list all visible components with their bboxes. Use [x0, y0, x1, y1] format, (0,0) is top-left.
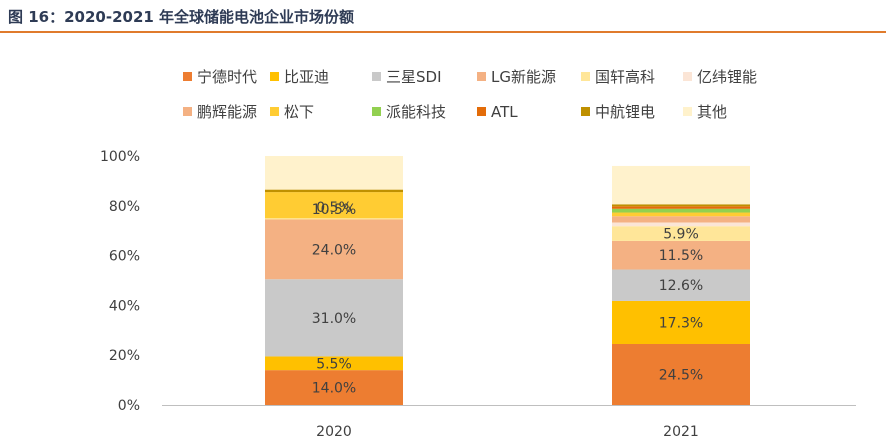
- legend-label-10: 中航锂电: [595, 103, 655, 121]
- bar-segment-2020-11: [265, 156, 403, 190]
- bar-segment-2020-10: [265, 189, 403, 193]
- data-label-2021-1: 17.3%: [659, 315, 703, 331]
- legend-swatch-11: [683, 107, 692, 116]
- legend-swatch-10: [581, 107, 590, 116]
- legend-swatch-3: [477, 72, 486, 81]
- data-label-2021-3: 11.5%: [659, 248, 703, 264]
- legend-swatch-1: [270, 72, 279, 81]
- y-tick-label-100pct: 100%: [100, 149, 140, 165]
- bar-segment-2020-4: [265, 218, 403, 220]
- y-tick-label-80pct: 80%: [109, 199, 140, 215]
- bar-segment-2021-5: [612, 222, 750, 227]
- y-tick-label-40pct: 40%: [109, 298, 140, 314]
- legend-label-7: 松下: [284, 103, 314, 121]
- data-label-2021-0: 24.5%: [659, 367, 703, 383]
- legend-label-0: 宁德时代: [197, 68, 257, 86]
- bar-segment-2020-7: [265, 192, 403, 219]
- data-label-2020-1: 5.5%: [316, 356, 352, 372]
- legend-swatch-7: [270, 107, 279, 116]
- x-tick-label-2020: 2020: [316, 424, 352, 440]
- bar-segment-2021-11: [612, 165, 750, 205]
- x-tick-label-2021: 2021: [663, 424, 699, 440]
- bar-segment-2020-3: [265, 219, 403, 280]
- legend-swatch-2: [372, 72, 381, 81]
- bar-segment-2021-0: [612, 343, 750, 405]
- legend-label-11: 其他: [697, 103, 727, 121]
- legend-label-8: 派能科技: [386, 103, 446, 121]
- bar-segment-2021-9: [612, 206, 750, 209]
- bar-segment-2021-4: [612, 226, 750, 241]
- bar-segment-2020-1: [265, 356, 403, 371]
- data-label-2021-4: 5.9%: [663, 227, 699, 243]
- legend-label-2: 三星SDI: [386, 68, 442, 86]
- y-tick-label-20pct: 20%: [109, 348, 140, 364]
- bar-segment-2021-6: [612, 216, 750, 223]
- legend-label-4: 国轩高科: [595, 68, 655, 86]
- bar-segment-2021-7: [612, 212, 750, 217]
- y-tick-label-0pct: 0%: [118, 398, 140, 414]
- legend-label-3: LG新能源: [491, 68, 556, 86]
- legend-label-5: 亿纬锂能: [697, 68, 757, 86]
- bar-segment-2020-0: [265, 370, 403, 405]
- data-label-2020-2: 31.0%: [312, 311, 356, 327]
- bar-segment-2021-10: [612, 204, 750, 207]
- legend-swatch-4: [581, 72, 590, 81]
- bar-segment-2021-3: [612, 240, 750, 270]
- data-label-2021-2: 12.6%: [659, 278, 703, 294]
- legend-swatch-5: [683, 72, 692, 81]
- y-tick-label-60pct: 60%: [109, 249, 140, 265]
- bar-segment-2021-2: [612, 269, 750, 301]
- data-label-2020-0: 14.0%: [312, 381, 356, 397]
- legend-swatch-0: [183, 72, 192, 81]
- legend-label-1: 比亚迪: [284, 68, 329, 86]
- legend-swatch-6: [183, 107, 192, 116]
- data-label-2020-4: 0.5%: [316, 200, 352, 216]
- figure-title: 图 16：2020-2021 年全球储能电池企业市场份额: [8, 8, 355, 26]
- bar-segment-2021-1: [612, 300, 750, 344]
- legend-swatch-9: [477, 107, 486, 116]
- data-label-2020-7: 10.5%: [312, 202, 356, 218]
- legend-label-9: ATL: [491, 103, 518, 121]
- bar-segment-2021-8: [612, 208, 750, 213]
- legend-label-6: 鹏辉能源: [197, 103, 257, 121]
- legend-swatch-8: [372, 107, 381, 116]
- bar-segment-2020-2: [265, 279, 403, 357]
- title-divider: [0, 31, 886, 33]
- data-label-2020-3: 24.0%: [312, 242, 356, 258]
